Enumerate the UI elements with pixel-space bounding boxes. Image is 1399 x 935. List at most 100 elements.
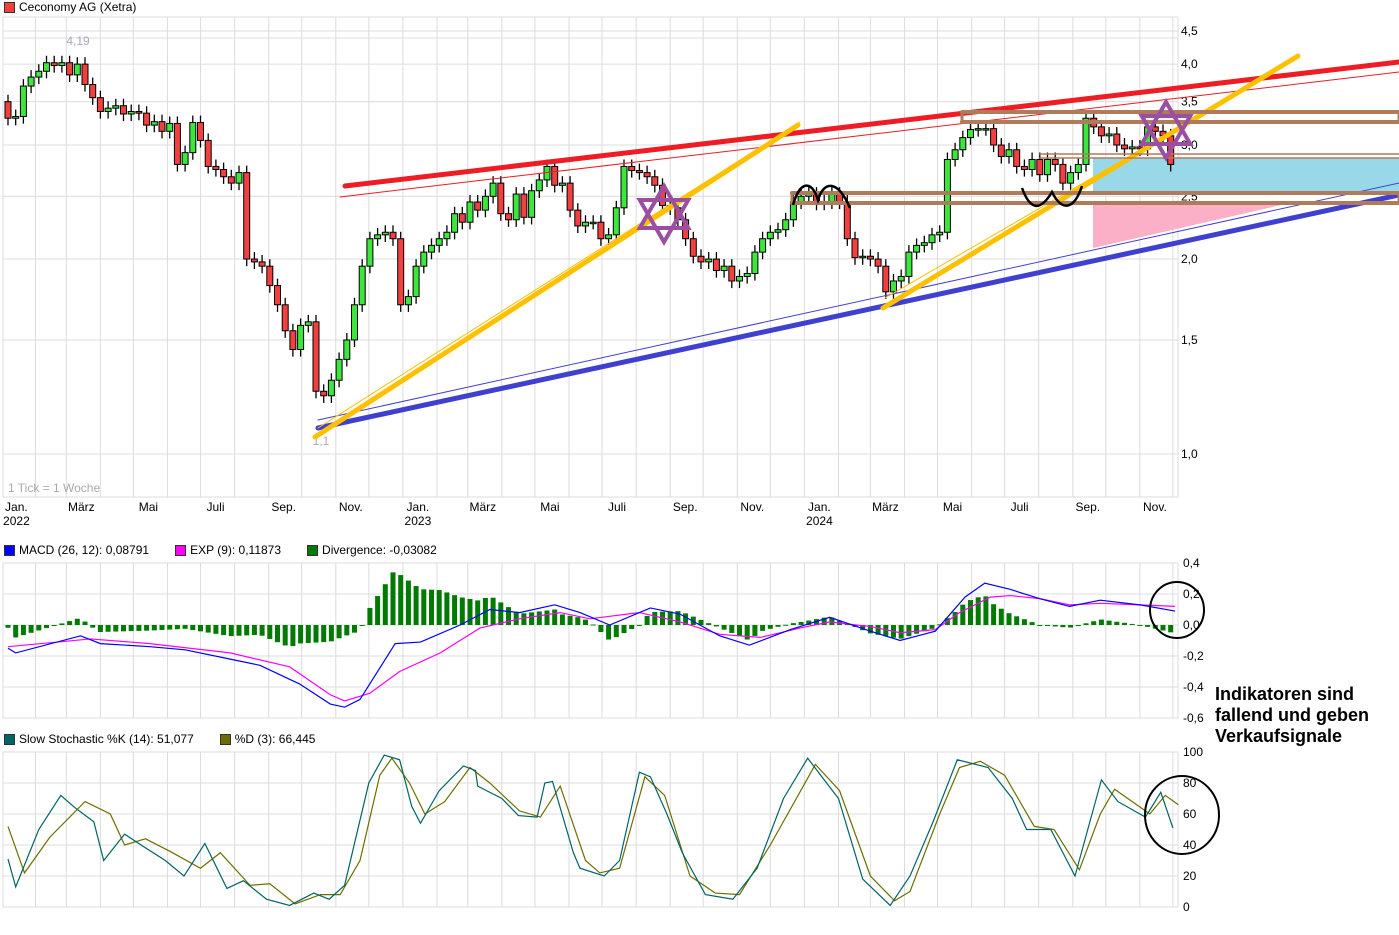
divergence-bar (198, 625, 203, 632)
divergence-bar (991, 604, 997, 625)
divergence-bar (221, 625, 227, 636)
candle (327, 373, 335, 403)
candle-body (712, 258, 720, 272)
x-tick-label: Juli (206, 500, 224, 514)
candle-body (1036, 158, 1044, 176)
x-tick-label: März (469, 500, 496, 514)
candle-body (166, 122, 174, 132)
high-label: 4,19 (66, 34, 90, 48)
candle (505, 206, 512, 227)
candle-body (297, 324, 305, 351)
divergence-bar (1137, 625, 1143, 626)
candle-body (412, 265, 420, 298)
divergence-bar (336, 625, 342, 639)
divergence-bar (282, 625, 288, 646)
exp-swatch (175, 544, 187, 556)
candle-body (697, 255, 705, 263)
divergence-bar (28, 625, 34, 633)
candle-body (197, 122, 204, 141)
candle (104, 101, 112, 119)
candle-body (967, 129, 974, 139)
divergence-bar (174, 625, 180, 630)
candle-body (705, 258, 713, 263)
divergence-bar (20, 625, 26, 636)
macd-line (7, 582, 1176, 708)
divergence-bar (259, 625, 265, 636)
candle-body (982, 128, 990, 131)
candle (728, 259, 736, 289)
candle-body (1113, 133, 1121, 146)
candle-body (489, 182, 497, 197)
candle-body (1051, 158, 1059, 165)
candle-body (181, 152, 189, 165)
candle-body (951, 149, 959, 160)
candle (435, 231, 443, 253)
divergence-bar (606, 625, 612, 640)
candle-body (497, 182, 505, 215)
candle (274, 278, 281, 312)
divergence-bar (860, 625, 866, 631)
divergence-bar (721, 625, 727, 630)
divergence-bar (883, 625, 889, 637)
candle-body (1121, 144, 1128, 150)
candle (66, 55, 74, 82)
y-tick-label: 4,0 (1181, 57, 1198, 71)
candle-body (1067, 172, 1075, 184)
divergence-bar (613, 625, 619, 638)
candle (497, 176, 505, 221)
divergence-bar (567, 615, 573, 625)
divergence-bar (113, 625, 119, 632)
candle (189, 115, 197, 160)
divergence-bar (1029, 622, 1035, 625)
candle (551, 159, 559, 193)
candle-body (959, 137, 967, 151)
candle-body (19, 85, 27, 118)
candle-body (520, 193, 528, 218)
divergence-bar (182, 625, 188, 629)
candle (959, 130, 967, 157)
divergence-bar (467, 598, 473, 625)
divergence-bar (783, 624, 789, 626)
double-top-curve (791, 184, 852, 209)
x-tick-label: März (68, 500, 95, 514)
divergence-bar (136, 625, 142, 631)
candle-body (66, 62, 74, 76)
candle-body (1128, 146, 1136, 150)
candle-body (366, 238, 374, 267)
star-marker-icon (1138, 114, 1194, 163)
candle (404, 289, 412, 312)
note-line: fallend und geben (1215, 705, 1370, 725)
candle-body (558, 182, 566, 186)
candle-body (351, 304, 358, 341)
candle-body (281, 304, 289, 332)
candle (27, 70, 35, 94)
candle (774, 222, 782, 240)
candle (851, 231, 859, 265)
candle-body (574, 209, 582, 227)
divergence-bar (128, 625, 134, 632)
candle (1074, 157, 1082, 180)
divergence-bar (575, 617, 581, 625)
divergence-bar (167, 625, 173, 630)
candle (358, 259, 366, 312)
candle-body (428, 244, 435, 253)
divergence-legend-label: Divergence: -0,03082 (322, 543, 437, 557)
y-tick-label: 4,5 (1181, 24, 1198, 38)
candle-body (720, 265, 728, 272)
divergence-bar (929, 625, 935, 629)
candle (936, 225, 944, 242)
divergence-bar (644, 615, 650, 625)
candle (720, 259, 728, 278)
divergence-bar (151, 625, 157, 631)
divergence-bar (475, 600, 481, 625)
candle-body (936, 231, 944, 236)
candle-body (81, 63, 89, 86)
divergence-bar (552, 609, 558, 625)
candle-body (304, 321, 312, 326)
candle (243, 165, 251, 267)
divergence-bar (1114, 621, 1120, 625)
candle-body (1074, 163, 1082, 174)
candle (913, 238, 921, 260)
divergence-bar (82, 621, 88, 625)
divergence-bar (737, 625, 742, 637)
